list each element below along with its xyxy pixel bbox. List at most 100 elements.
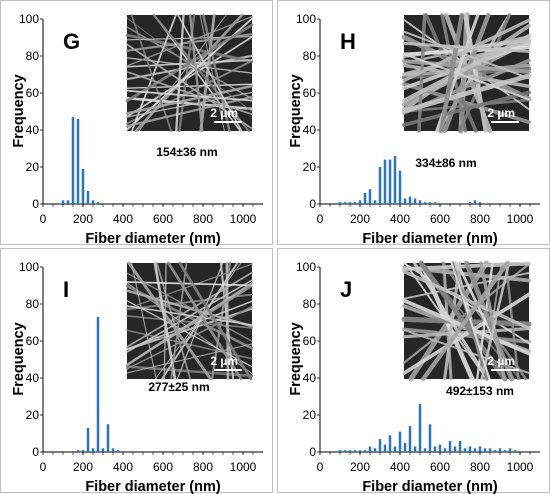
y-tick-label: 80 [26, 49, 40, 63]
sem-inset-image [401, 260, 532, 382]
histogram-bar [468, 202, 472, 204]
histogram-bar [91, 448, 95, 452]
y-tick-label: 20 [303, 408, 317, 422]
histogram-bar [76, 450, 80, 452]
y-tick-label: 0 [309, 197, 316, 211]
histogram-bar [423, 448, 427, 452]
x-tick-label: 0 [40, 460, 47, 474]
sem-fiber [402, 18, 531, 83]
histogram-bar [428, 424, 432, 452]
x-tick-label: 0 [317, 460, 324, 474]
sem-fiber [402, 90, 531, 127]
y-tick-label: 40 [26, 123, 40, 137]
histogram-bar [493, 450, 497, 452]
sem-fiber [450, 262, 491, 380]
x-tick-label: 200 [73, 212, 93, 226]
sem-fiber [178, 261, 253, 381]
sem-fiber [438, 12, 465, 134]
histogram-bar [368, 189, 372, 204]
y-tick-label: 0 [32, 197, 39, 211]
histogram-bar [393, 446, 397, 452]
histogram-bar [403, 442, 407, 452]
sem-fiber [401, 73, 532, 114]
histogram-bar [373, 448, 377, 452]
histogram-bar [478, 446, 482, 452]
sem-fiber [125, 23, 254, 103]
sem-fiber [125, 282, 254, 367]
sem-fiber [188, 13, 204, 133]
histogram-bar [388, 435, 392, 452]
sem-fiber [126, 272, 253, 342]
scale-bar-label: 2 µm [487, 106, 515, 120]
sem-inset-image [401, 12, 532, 134]
histogram-bar [398, 170, 402, 204]
histogram-bar [408, 196, 412, 204]
sem-fiber [177, 14, 243, 132]
histogram-bar [348, 450, 352, 452]
y-tick-label: 0 [309, 445, 316, 459]
histogram-bar [483, 448, 487, 452]
x-tick-label: 400 [113, 212, 133, 226]
y-tick-label: 60 [303, 334, 317, 348]
histogram-bar [378, 439, 382, 452]
y-axis-title: Frequency [11, 322, 27, 395]
sem-fiber [125, 54, 254, 81]
sem-fiber [464, 260, 515, 382]
histogram-bar [61, 200, 65, 204]
x-axis-title: Fiber diameter (nm) [362, 479, 498, 494]
mean-diameter-annotation: 492±153 nm [446, 384, 514, 398]
y-axis-title: Frequency [288, 322, 304, 395]
x-tick-label: 1000 [230, 212, 257, 226]
histogram-bar [508, 448, 512, 452]
sem-fiber [480, 261, 511, 381]
sem-fiber [126, 70, 253, 116]
y-tick-label: 20 [26, 160, 40, 174]
sem-fiber [402, 292, 531, 376]
sem-fiber [125, 95, 254, 128]
histogram-bar [438, 444, 442, 452]
x-tick-label: 200 [73, 460, 93, 474]
y-tick-label: 60 [303, 86, 317, 100]
sem-fiber [126, 315, 253, 329]
histogram-bar [473, 200, 477, 204]
histogram-bar [101, 448, 105, 452]
histogram-bar [343, 202, 347, 204]
x-tick-label: 1000 [507, 460, 534, 474]
histogram-bar [338, 202, 342, 204]
sem-fiber [131, 262, 157, 380]
x-tick-label: 400 [390, 460, 410, 474]
mean-diameter-annotation: 154±36 nm [156, 145, 217, 159]
histogram-bar [353, 202, 357, 204]
sem-fiber [175, 13, 185, 133]
histogram-bar [96, 202, 100, 204]
y-axis-title: Frequency [11, 74, 27, 147]
panel-letter: H [340, 29, 356, 54]
histogram-bar [66, 200, 70, 204]
histogram-bar [408, 426, 412, 452]
y-tick-label: 100 [19, 12, 39, 26]
sem-fiber [126, 35, 253, 118]
sem-fiber [125, 84, 254, 115]
histogram-bar [363, 450, 367, 452]
histogram-bar [86, 427, 90, 452]
histogram-bar [353, 450, 357, 452]
histogram-bar [348, 202, 352, 204]
y-axis-title: Frequency [288, 74, 304, 147]
x-tick-label: 400 [113, 460, 133, 474]
histogram-bar [453, 446, 457, 452]
x-tick-label: 0 [317, 212, 324, 226]
x-axis-title: Fiber diameter (nm) [85, 231, 221, 246]
y-tick-label: 80 [26, 297, 40, 311]
histogram-bar [106, 424, 110, 452]
scale-bar-label: 2 µm [210, 106, 238, 120]
sem-fiber [126, 17, 253, 112]
x-tick-label: 400 [390, 212, 410, 226]
panel-letter: J [340, 277, 352, 302]
sem-fiber [402, 269, 531, 330]
panel-letter: I [63, 277, 69, 302]
panel-j: 0 20 40 60 80 100 0 200 400 600 800 1000 Fiber diame… [277, 248, 550, 494]
histogram-bar [478, 202, 482, 204]
